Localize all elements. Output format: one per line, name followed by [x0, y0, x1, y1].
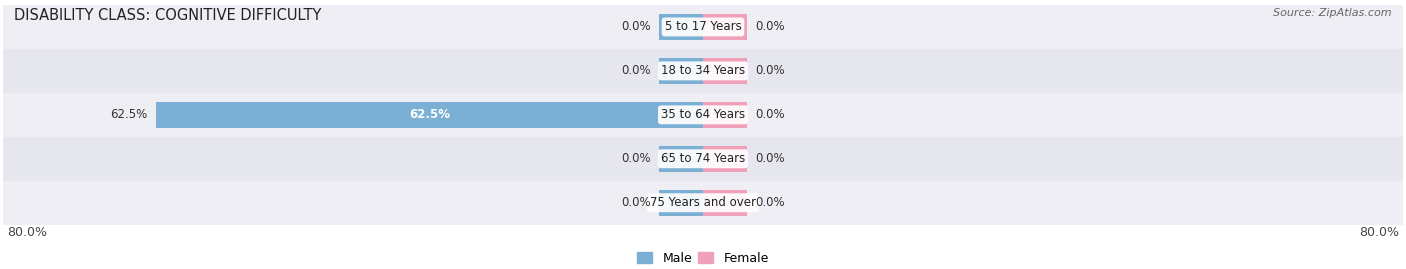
Text: 0.0%: 0.0%	[621, 20, 651, 33]
Text: 80.0%: 80.0%	[1358, 226, 1399, 239]
Text: 80.0%: 80.0%	[7, 226, 48, 239]
Text: 35 to 64 Years: 35 to 64 Years	[661, 108, 745, 121]
Bar	[703, 58, 747, 84]
Bar	[703, 14, 747, 40]
Text: 0.0%: 0.0%	[621, 152, 651, 165]
Bar	[659, 58, 703, 84]
Bar	[3, 49, 1403, 93]
Text: 62.5%: 62.5%	[409, 108, 450, 121]
Text: DISABILITY CLASS: COGNITIVE DIFFICULTY: DISABILITY CLASS: COGNITIVE DIFFICULTY	[14, 8, 322, 23]
Text: 18 to 34 Years: 18 to 34 Years	[661, 64, 745, 77]
Bar	[156, 102, 703, 128]
Bar	[659, 146, 703, 172]
Text: 0.0%: 0.0%	[755, 108, 785, 121]
Bar	[659, 190, 703, 216]
Text: 0.0%: 0.0%	[755, 152, 785, 165]
Text: 5 to 17 Years: 5 to 17 Years	[665, 20, 741, 33]
Bar	[3, 5, 1403, 49]
Text: 0.0%: 0.0%	[755, 20, 785, 33]
Text: 62.5%: 62.5%	[110, 108, 148, 121]
Bar	[3, 93, 1403, 137]
Bar	[703, 190, 747, 216]
Text: 0.0%: 0.0%	[621, 196, 651, 209]
Text: Source: ZipAtlas.com: Source: ZipAtlas.com	[1274, 8, 1392, 18]
Bar	[703, 102, 747, 128]
Bar	[3, 181, 1403, 225]
Legend: Male, Female: Male, Female	[633, 247, 773, 269]
Text: 0.0%: 0.0%	[755, 196, 785, 209]
Text: 65 to 74 Years: 65 to 74 Years	[661, 152, 745, 165]
Bar	[3, 137, 1403, 181]
Bar	[703, 146, 747, 172]
Text: 75 Years and over: 75 Years and over	[650, 196, 756, 209]
Text: 0.0%: 0.0%	[755, 64, 785, 77]
Bar	[659, 14, 703, 40]
Text: 0.0%: 0.0%	[621, 64, 651, 77]
